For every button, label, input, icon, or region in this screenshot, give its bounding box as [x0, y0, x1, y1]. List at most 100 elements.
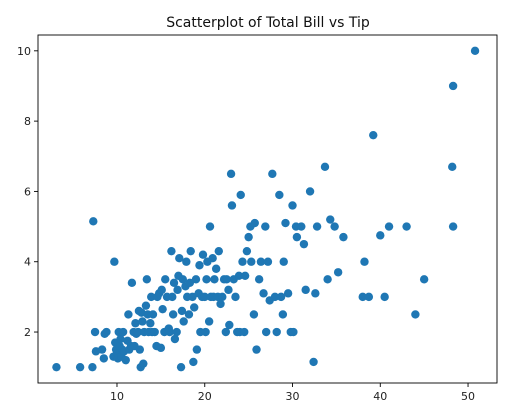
data-point: [297, 222, 306, 231]
data-point: [178, 275, 188, 284]
data-point: [190, 303, 199, 312]
data-point: [195, 261, 204, 270]
y-tick-label: 8: [24, 115, 31, 128]
data-point: [311, 289, 320, 298]
data-point: [191, 275, 201, 284]
data-point: [167, 246, 176, 256]
data-point: [279, 257, 288, 266]
data-point: [148, 310, 158, 319]
y-tick-label: 2: [24, 326, 31, 339]
data-point: [419, 275, 429, 284]
data-point: [448, 162, 457, 172]
data-point: [281, 218, 290, 228]
data-point: [204, 317, 214, 326]
data-point: [116, 334, 125, 344]
data-point: [90, 327, 100, 337]
data-point: [448, 81, 458, 91]
data-point: [211, 264, 221, 273]
data-point: [330, 222, 339, 231]
data-point: [227, 201, 237, 210]
data-point: [75, 362, 85, 372]
data-point: [110, 257, 119, 266]
data-point: [411, 310, 420, 319]
data-point: [124, 310, 133, 319]
data-point: [214, 246, 223, 256]
data-point: [268, 169, 277, 179]
data-point: [157, 285, 166, 295]
data-point: [224, 285, 233, 295]
data-point: [208, 254, 217, 263]
x-tick-label: 30: [286, 390, 300, 403]
data-point: [146, 319, 155, 328]
data-point: [141, 301, 151, 310]
chart-title: Scatterplot of Total Bill vs Tip: [166, 15, 370, 31]
data-point: [261, 222, 270, 231]
data-point: [168, 310, 178, 319]
data-point: [309, 357, 318, 367]
data-point: [247, 257, 256, 266]
data-point: [177, 306, 187, 316]
data-point: [254, 275, 264, 284]
data-point: [272, 327, 281, 337]
data-point: [305, 187, 315, 196]
data-point: [102, 327, 111, 337]
data-point: [234, 271, 244, 280]
data-point: [250, 218, 259, 228]
data-point: [402, 222, 411, 231]
data-point: [192, 345, 202, 354]
data-point: [240, 327, 249, 337]
data-point: [256, 257, 266, 266]
data-point: [380, 292, 389, 302]
data-point: [240, 271, 250, 280]
data-point: [236, 190, 245, 200]
data-point: [135, 345, 144, 354]
data-point: [185, 278, 195, 288]
data-point: [320, 162, 330, 172]
data-point: [88, 362, 97, 372]
x-tick-label: 20: [198, 390, 212, 403]
data-point: [201, 327, 210, 337]
data-point: [231, 292, 240, 302]
data-point: [170, 334, 180, 344]
data-point: [182, 257, 191, 266]
data-point: [165, 327, 174, 337]
data-point: [263, 257, 273, 266]
data-point: [176, 362, 186, 372]
data-point: [89, 217, 98, 226]
data-point: [218, 292, 227, 302]
data-point: [238, 257, 247, 266]
data-point: [270, 292, 280, 302]
data-point: [210, 275, 219, 284]
data-point: [156, 343, 166, 353]
data-point: [158, 304, 167, 314]
data-point: [261, 327, 271, 337]
data-point: [216, 299, 225, 309]
data-point: [339, 232, 348, 242]
data-point: [99, 354, 109, 363]
data-point: [127, 278, 137, 288]
data-point: [97, 345, 107, 354]
data-point: [118, 327, 128, 337]
data-point: [276, 292, 286, 302]
data-point: [139, 359, 148, 368]
x-tick-label: 50: [461, 390, 475, 403]
plot-frame: [37, 34, 498, 384]
x-tick-label: 40: [373, 390, 387, 403]
data-point: [323, 275, 332, 284]
data-point: [333, 268, 343, 277]
data-point: [150, 327, 159, 337]
data-point: [226, 169, 236, 179]
data-point: [121, 355, 130, 365]
data-point: [131, 319, 140, 328]
data-point: [244, 232, 253, 242]
data-point: [289, 327, 298, 337]
y-tick-label: 6: [24, 185, 31, 198]
data-point: [189, 357, 198, 367]
y-tick-label: 4: [24, 256, 31, 269]
data-point: [147, 292, 156, 302]
data-point: [161, 275, 170, 284]
data-point: [292, 232, 302, 242]
x-tick-label: 10: [110, 390, 124, 403]
data-point: [205, 222, 215, 231]
data-point: [364, 292, 374, 302]
